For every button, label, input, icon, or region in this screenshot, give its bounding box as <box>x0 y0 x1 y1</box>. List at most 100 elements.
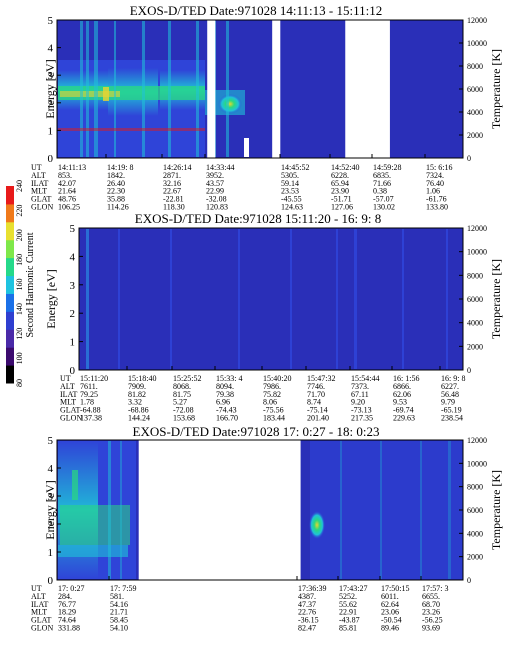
panel-2-title: EXOS-D/TED Date:971028 15:11:20 - 16: 9:… <box>135 211 382 226</box>
spectro-streak <box>120 441 122 579</box>
colorbar-label: Second Harmonic Current <box>25 232 36 337</box>
colorbar-tick-label: 240 <box>15 180 24 192</box>
temperature-tick-label: 0 <box>467 154 471 163</box>
cell-mlt: 8.74 <box>307 398 321 407</box>
energy-tick-label: 1 <box>48 547 54 559</box>
cell-ilat: 47.37 <box>298 600 316 609</box>
spectro-band <box>58 128 205 131</box>
row-label-mlt: MLT <box>31 187 47 196</box>
temperature-tick-label: 2000 <box>467 342 483 351</box>
row-label-ut: UT <box>31 584 42 593</box>
cell-glon: 120.83 <box>206 203 228 212</box>
row-label-glon: GLON <box>60 414 82 423</box>
temperature-tick-label: 0 <box>467 366 471 375</box>
cell-glat: -43.87 <box>339 616 360 625</box>
cell-glat: -74.43 <box>216 406 237 415</box>
energy-tick-label: 1 <box>48 125 54 137</box>
colorbar-swatch <box>6 257 14 277</box>
spectro-streak <box>168 21 171 157</box>
cell-ilat: 54.16 <box>110 600 128 609</box>
energy-tick-label: 0 <box>48 153 54 165</box>
cell-ilat: 32.16 <box>163 179 181 188</box>
energy-tick-label: 3 <box>70 280 76 292</box>
data-gap <box>207 20 216 158</box>
cell-ut: 14:52:40 <box>331 163 359 172</box>
temperature-tick-label: 12000 <box>467 436 487 445</box>
energy-tick-label: 4 <box>48 463 54 475</box>
cell-ut: 17:57: 3 <box>422 584 448 593</box>
temperature-tick-label: 12000 <box>467 224 487 233</box>
cell-ut: 15:40:20 <box>263 374 291 383</box>
cell-glat: -61.76 <box>426 195 447 204</box>
cell-ilat: 76.40 <box>426 179 444 188</box>
cell-alt: 6655. <box>422 592 440 601</box>
cell-glon: 144.24 <box>128 414 150 423</box>
colorbar-tick-label: 120 <box>15 328 24 340</box>
cell-ilat: 67.11 <box>351 390 369 399</box>
temperature-tick-label: 4000 <box>467 108 483 117</box>
cell-glat: -65.19 <box>441 406 462 415</box>
energy-tick-label: 3 <box>48 70 54 82</box>
colorbar-swatch <box>6 311 14 330</box>
spectro-streak <box>80 21 83 157</box>
spectro-streak <box>86 21 89 157</box>
spectro-streak <box>118 229 120 369</box>
spectro-blob <box>218 94 242 114</box>
cell-mlt: 23.53 <box>281 187 299 196</box>
energy-tick-label: 5 <box>70 223 76 235</box>
cell-ilat: 81.82 <box>128 390 146 399</box>
spectro-streak <box>354 229 357 369</box>
panel-3-ylabel: Energy [eV] <box>43 480 57 539</box>
cell-ut: 17: 7:59 <box>110 584 136 593</box>
row-label-ilat: ILAT <box>31 179 48 188</box>
cell-glat: -50.54 <box>381 616 402 625</box>
temperature-tick-label: 0 <box>467 576 471 585</box>
spectro-streak <box>86 229 89 369</box>
cell-glon: 137.38 <box>80 414 102 423</box>
panel-2-energy-axis: 0 1 2 3 4 5 <box>70 223 441 377</box>
cell-alt: 7909. <box>128 382 146 391</box>
cell-glat: -64.88 <box>80 406 101 415</box>
spectro-streak <box>114 21 116 157</box>
spectro-streak <box>380 441 382 579</box>
spectro-streak <box>420 441 422 579</box>
cell-mlt: 22.67 <box>163 187 181 196</box>
cell-glon: 229.63 <box>393 414 415 423</box>
cell-mlt: 22.99 <box>206 187 224 196</box>
cell-alt: 5305. <box>281 171 299 180</box>
cell-ut: 15:18:40 <box>128 374 156 383</box>
panel-1-energy-axis: 0 1 2 3 4 5 <box>48 15 426 165</box>
energy-tick-label: 3 <box>48 491 54 503</box>
row-label-ilat: ILAT <box>60 390 77 399</box>
cell-alt: 4387. <box>298 592 316 601</box>
cell-mlt: 3.32 <box>128 398 142 407</box>
cell-glon: 133.80 <box>426 203 448 212</box>
cell-glon: 130.02 <box>373 203 395 212</box>
cell-ut: 15: 6:16 <box>426 163 452 172</box>
panel-3: EXOS-D/TED Date:971028 17: 0:27 - 18: 0:… <box>31 424 503 633</box>
colorbar-tick-label: 180 <box>15 254 24 266</box>
colorbar-tick-label: 160 <box>15 279 24 291</box>
data-gap <box>244 138 249 157</box>
cell-mlt: 8.06 <box>263 398 277 407</box>
cell-ut: 14:59:28 <box>373 163 401 172</box>
colorbar-tick-label: 80 <box>15 379 24 387</box>
energy-tick-label: 4 <box>48 43 54 55</box>
spectro-streak <box>142 21 145 157</box>
cell-alt: 2871. <box>163 171 181 180</box>
cell-glat: -51.71 <box>331 195 352 204</box>
temperature-tick-label: 4000 <box>467 319 483 328</box>
cell-glat: -56.25 <box>422 616 443 625</box>
energy-tick-label: 5 <box>48 435 54 447</box>
row-label-glat: GLAT <box>31 195 52 204</box>
cell-glat: -72.08 <box>173 406 194 415</box>
cell-ut: 15:47:32 <box>307 374 335 383</box>
cell-ilat: 42.07 <box>58 179 76 188</box>
colorbar-swatch <box>6 186 14 205</box>
energy-tick-label: 2 <box>48 98 54 110</box>
cell-alt: 7373. <box>351 382 369 391</box>
cell-glon: 114.26 <box>107 203 129 212</box>
cell-glon: 153.68 <box>173 414 195 423</box>
spectro-streak <box>170 229 172 369</box>
energy-tick-label: 1 <box>70 337 76 349</box>
